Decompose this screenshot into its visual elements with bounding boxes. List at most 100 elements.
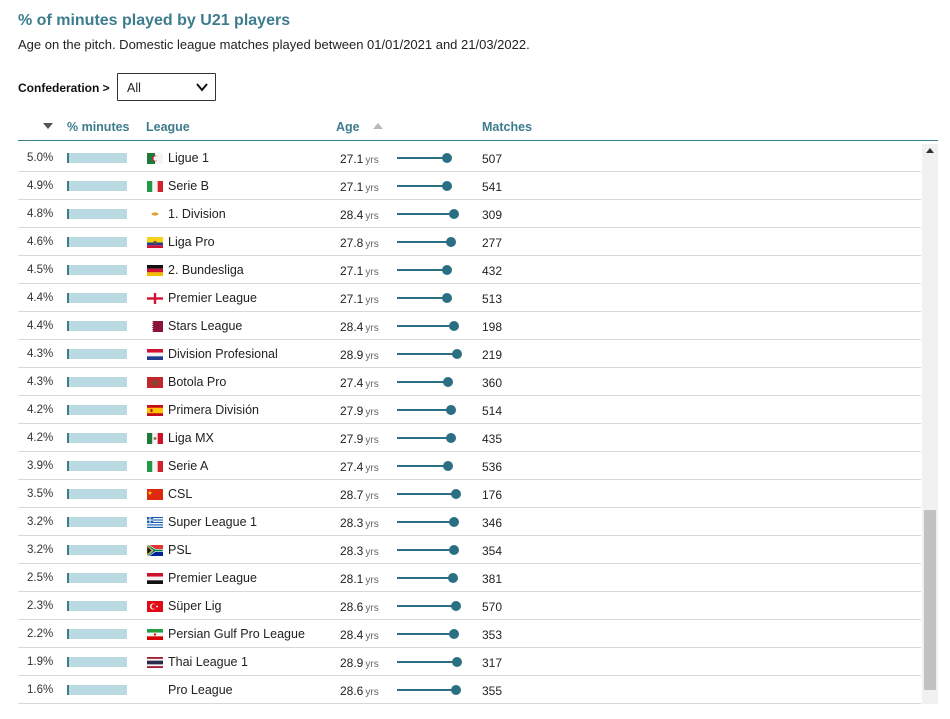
age-unit: yrs: [365, 351, 379, 362]
league-name[interactable]: Stars League: [168, 319, 243, 333]
column-header-age[interactable]: Age: [336, 120, 360, 134]
table-row[interactable]: 4.3% Botola Pro 27.4 yrs 360: [18, 368, 921, 396]
age-lollipop-line: [397, 325, 455, 327]
scrollbar-thumb[interactable]: [924, 510, 936, 690]
cyprus-flag-icon: [147, 207, 163, 220]
league-name[interactable]: Division Profesional: [168, 347, 278, 361]
average-age: 27.9 yrs: [340, 432, 379, 446]
league-name[interactable]: Primera División: [168, 403, 259, 417]
league-name[interactable]: Liga Pro: [168, 235, 215, 249]
confederation-select[interactable]: All: [117, 73, 216, 101]
age-value: 27.1: [340, 180, 364, 194]
table-row[interactable]: 3.9% Serie A 27.4 yrs 536: [18, 452, 921, 480]
league-name[interactable]: Persian Gulf Pro League: [168, 627, 305, 641]
matches-count: 309: [482, 208, 503, 222]
average-age: 28.7 yrs: [340, 488, 379, 502]
league-name[interactable]: Thai League 1: [168, 655, 248, 669]
age-lollipop-dot: [441, 265, 452, 275]
league-name[interactable]: Botola Pro: [168, 375, 227, 389]
average-age: 28.4 yrs: [340, 320, 379, 334]
table-row[interactable]: 2.2% Persian Gulf Pro League 28.4 yrs 353: [18, 620, 921, 648]
table-row[interactable]: 1.9% Thai League 1 28.9 yrs 317: [18, 648, 921, 676]
age-lollipop-dot: [450, 601, 461, 611]
sort-ascending-icon[interactable]: [373, 123, 383, 129]
age-lollipop-line: [397, 185, 447, 187]
minutes-bar-track: [69, 657, 127, 667]
minutes-bar-track: [69, 545, 127, 555]
age-value: 27.1: [340, 292, 364, 306]
age-lollipop-line: [397, 157, 447, 159]
average-age: 27.1 yrs: [340, 180, 379, 194]
minutes-bar-fill: [67, 321, 69, 331]
table-row[interactable]: 4.6% Liga Pro 27.8 yrs 277: [18, 228, 921, 256]
minutes-percent: 2.5%: [27, 572, 54, 584]
sort-descending-icon[interactable]: [43, 123, 53, 129]
age-value: 28.3: [340, 544, 364, 558]
matches-count: 355: [482, 684, 503, 698]
age-lollipop-dot: [446, 433, 457, 443]
matches-count: 536: [482, 460, 503, 474]
league-name[interactable]: CSL: [168, 487, 193, 501]
average-age: 27.1 yrs: [340, 264, 379, 278]
league-name[interactable]: Premier League: [168, 571, 257, 585]
league-name[interactable]: 1. Division: [168, 207, 226, 221]
age-lollipop-dot: [449, 629, 460, 639]
table-row[interactable]: 4.8% 1. Division 28.4 yrs 309: [18, 200, 921, 228]
table-row[interactable]: 4.2% Liga MX 27.9 yrs 435: [18, 424, 921, 452]
matches-count: 513: [482, 292, 503, 306]
thailand-flag-icon: [147, 655, 163, 668]
scroll-up-icon[interactable]: [926, 148, 934, 153]
league-name[interactable]: 2. Bundesliga: [168, 263, 244, 277]
average-age: 27.1 yrs: [340, 152, 379, 166]
average-age: 28.3 yrs: [340, 516, 379, 530]
column-header-league[interactable]: League: [146, 120, 190, 134]
league-name[interactable]: Pro League: [168, 683, 233, 697]
column-header-matches[interactable]: Matches: [482, 120, 533, 134]
league-name[interactable]: Premier League: [168, 291, 257, 305]
chevron-down-icon: [196, 83, 208, 92]
league-name[interactable]: Serie A: [168, 459, 209, 473]
table-row[interactable]: 4.9% Serie B 27.1 yrs 541: [18, 172, 921, 200]
matches-count: 541: [482, 180, 503, 194]
table-row[interactable]: 3.2% PSL 28.3 yrs 354: [18, 536, 921, 564]
table-row[interactable]: 1.6% Pro League 28.6 yrs 355: [18, 676, 921, 704]
table-row[interactable]: 2.3% Süper Lig 28.6 yrs 570: [18, 592, 921, 620]
column-header-minutes[interactable]: % minutes: [67, 120, 130, 134]
table-row[interactable]: 5.0% Ligue 1 27.1 yrs 507: [18, 144, 921, 172]
league-table: 5.0% Ligue 1 27.1 yrs 507 4.9% Serie B 27.1 yrs 5…: [18, 144, 921, 704]
league-name[interactable]: Super League 1: [168, 515, 257, 529]
age-value: 28.9: [340, 348, 364, 362]
age-value: 28.4: [340, 320, 364, 334]
league-name[interactable]: Ligue 1: [168, 151, 210, 165]
league-name[interactable]: Süper Lig: [168, 599, 222, 613]
italy-flag-icon: [147, 459, 163, 472]
league-name[interactable]: Serie B: [168, 179, 209, 193]
iran-flag-icon: [147, 627, 163, 640]
age-unit: yrs: [365, 183, 379, 194]
age-unit: yrs: [365, 211, 379, 222]
table-row[interactable]: 2.5% Premier League 28.1 yrs 381: [18, 564, 921, 592]
league-name[interactable]: PSL: [168, 543, 192, 557]
age-lollipop-dot: [451, 489, 462, 499]
matches-count: 219: [482, 348, 503, 362]
league-name[interactable]: Liga MX: [168, 431, 214, 445]
table-row[interactable]: 4.4% Premier League 27.1 yrs 513: [18, 284, 921, 312]
table-row[interactable]: 4.3% Division Profesional 28.9 yrs 219: [18, 340, 921, 368]
age-value: 28.3: [340, 516, 364, 530]
table-row[interactable]: 4.2% Primera División 27.9 yrs 514: [18, 396, 921, 424]
table-row[interactable]: 4.5% 2. Bundesliga 27.1 yrs 432: [18, 256, 921, 284]
table-row[interactable]: 3.2% Super League 1 28.3 yrs 346: [18, 508, 921, 536]
age-value: 28.1: [340, 572, 364, 586]
matches-count: 277: [482, 236, 503, 250]
table-row[interactable]: 3.5% CSL 28.7 yrs 176: [18, 480, 921, 508]
matches-count: 507: [482, 152, 503, 166]
minutes-bar-fill: [67, 349, 69, 359]
average-age: 27.8 yrs: [340, 236, 379, 250]
minutes-bar-track: [69, 573, 127, 583]
minutes-bar-track: [69, 517, 127, 527]
age-lollipop-line: [397, 633, 455, 635]
china-flag-icon: [147, 487, 163, 500]
age-unit: yrs: [365, 435, 379, 446]
minutes-bar-fill: [67, 629, 69, 639]
table-row[interactable]: 4.4% Stars League 28.4 yrs 198: [18, 312, 921, 340]
